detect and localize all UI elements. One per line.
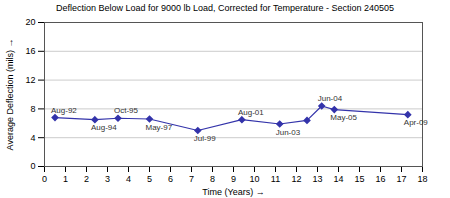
svg-text:Apr-09: Apr-09 <box>404 118 429 127</box>
svg-text:9: 9 <box>231 174 236 184</box>
svg-text:May-05: May-05 <box>330 113 357 122</box>
svg-text:7: 7 <box>189 174 194 184</box>
svg-text:2: 2 <box>84 174 89 184</box>
svg-text:Time (Years) →: Time (Years) → <box>202 187 264 197</box>
svg-text:8: 8 <box>210 174 215 184</box>
svg-text:13: 13 <box>312 174 322 184</box>
svg-text:Aug-92: Aug-92 <box>51 106 77 115</box>
svg-text:Jul-99: Jul-99 <box>194 134 216 143</box>
svg-text:Jun-03: Jun-03 <box>276 128 301 137</box>
svg-text:16: 16 <box>375 174 385 184</box>
svg-text:Average Deflection (mils) →: Average Deflection (mils) → <box>5 39 15 151</box>
svg-text:3: 3 <box>105 174 110 184</box>
svg-text:14: 14 <box>333 174 343 184</box>
svg-text:Aug-94: Aug-94 <box>91 123 117 132</box>
svg-text:17: 17 <box>396 174 406 184</box>
svg-text:16: 16 <box>25 46 35 56</box>
svg-text:1: 1 <box>63 174 68 184</box>
svg-text:18: 18 <box>417 174 427 184</box>
svg-text:12: 12 <box>25 75 35 85</box>
svg-text:May-97: May-97 <box>146 123 173 132</box>
svg-text:8: 8 <box>30 104 35 114</box>
svg-text:10: 10 <box>249 174 259 184</box>
svg-text:12: 12 <box>291 174 301 184</box>
svg-text:4: 4 <box>126 174 131 184</box>
svg-text:Aug-01: Aug-01 <box>238 108 264 117</box>
svg-text:5: 5 <box>147 174 152 184</box>
svg-text:0: 0 <box>30 161 35 171</box>
svg-text:Oct-95: Oct-95 <box>114 106 139 115</box>
svg-text:6: 6 <box>168 174 173 184</box>
svg-text:15: 15 <box>354 174 364 184</box>
svg-text:0: 0 <box>42 174 47 184</box>
svg-text:Jun-04: Jun-04 <box>318 94 343 103</box>
html-text:Deflection Below Load for 9000: Deflection Below Load for 9000 lb Load, … <box>56 3 394 13</box>
svg-text:4: 4 <box>30 133 35 143</box>
svg-text:20: 20 <box>25 17 35 27</box>
svg-text:11: 11 <box>271 174 280 184</box>
